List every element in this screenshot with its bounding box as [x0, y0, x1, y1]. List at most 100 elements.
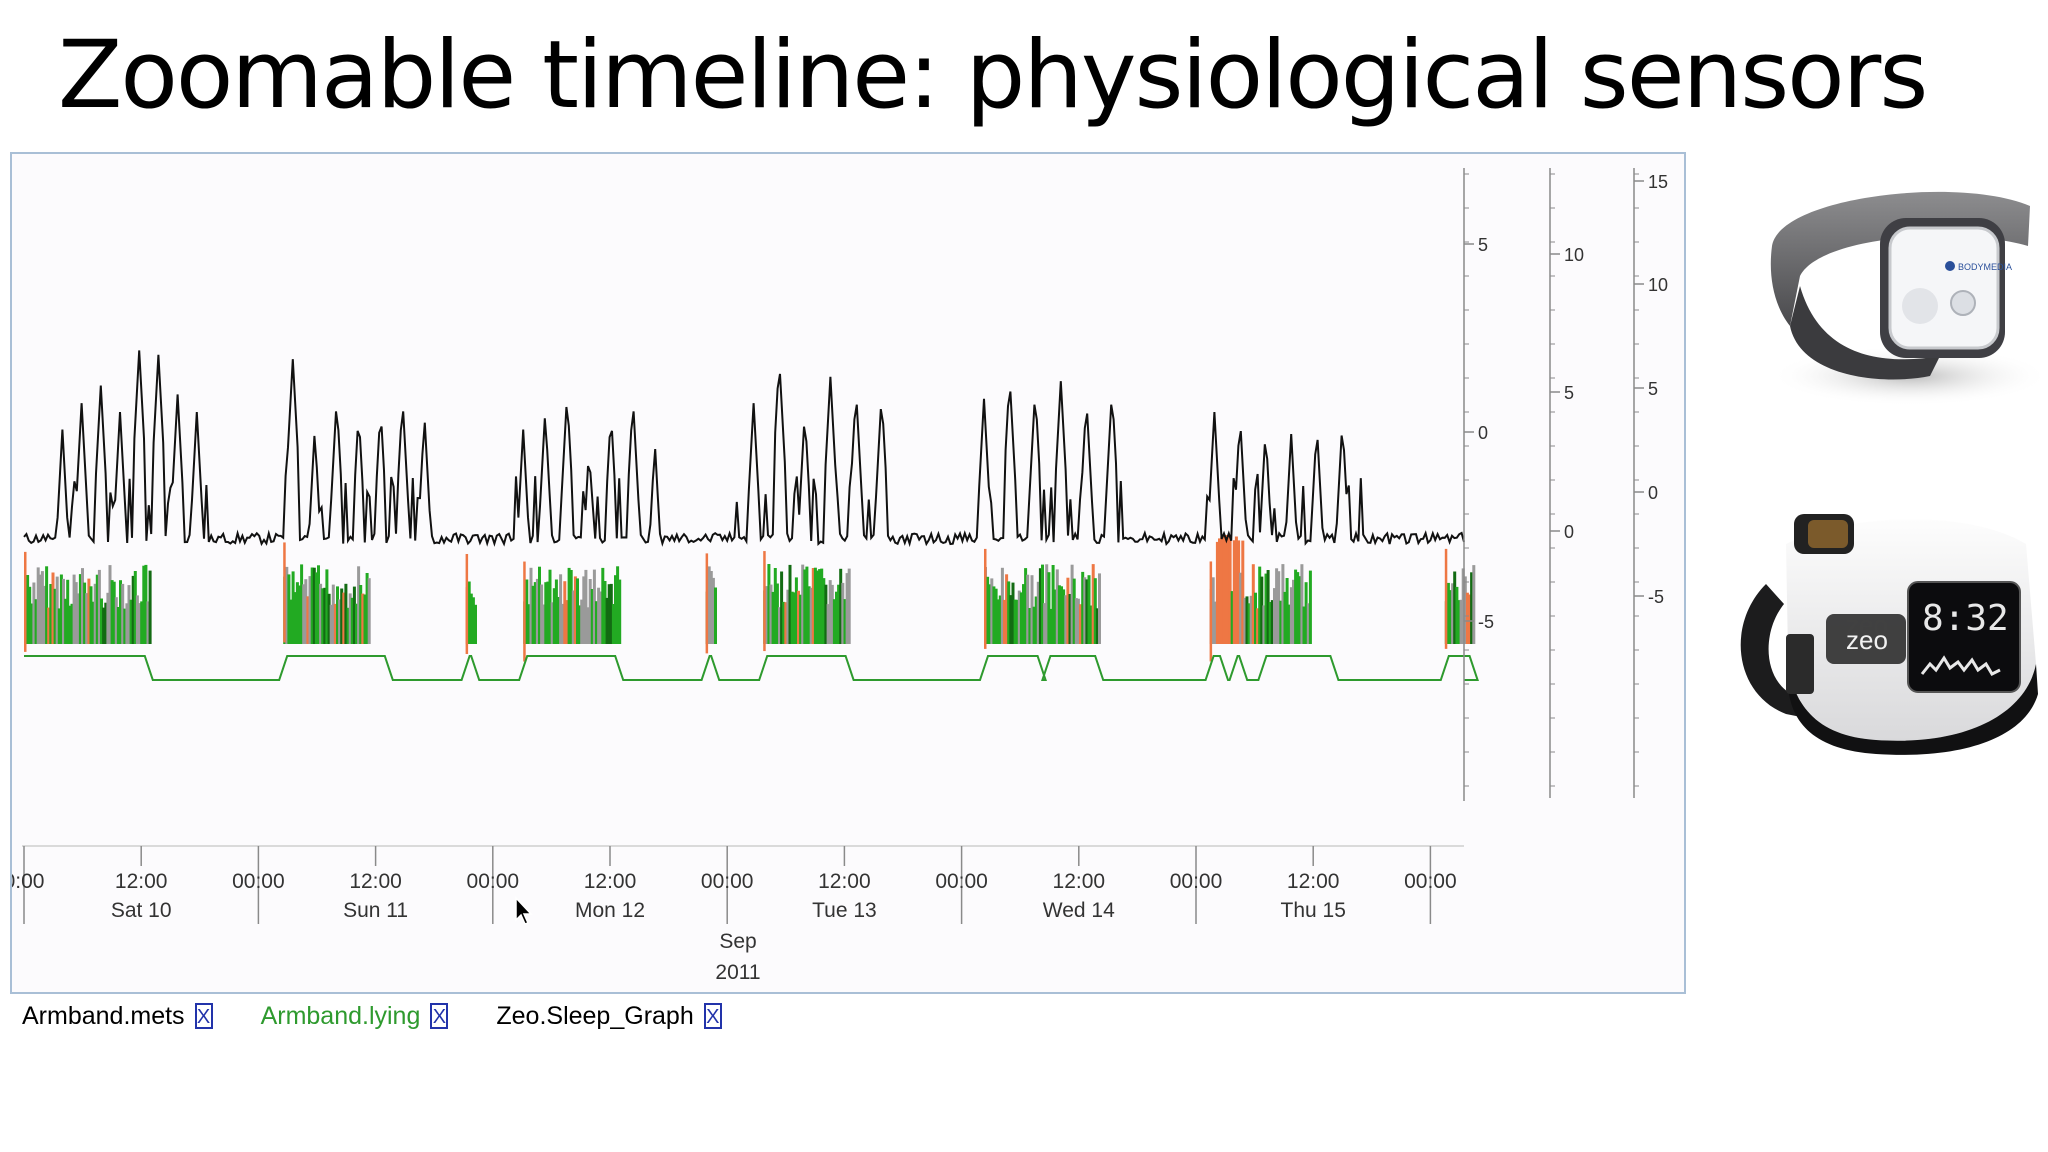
sleep-bar [74, 582, 78, 644]
sleep-bar [571, 590, 575, 644]
sleep-bar [1292, 579, 1295, 644]
sleep-bar [601, 567, 605, 644]
sleep-bar [538, 566, 541, 644]
sleep-bar [994, 588, 998, 644]
sleep-bar [348, 593, 352, 644]
sleep-bar [1017, 590, 1021, 644]
armband-brand: BODYMEDIA [1958, 262, 2012, 272]
sleep-bar [1218, 538, 1221, 644]
sleep-bar [338, 599, 342, 644]
sleep-bar [1005, 574, 1009, 644]
sleep-bar [809, 587, 813, 644]
sleep-bar [125, 603, 129, 644]
sleep-bar [64, 598, 68, 644]
sleep-bar [771, 591, 775, 644]
sleep-bar [609, 583, 613, 644]
x-axis-day-label: Thu 15 [1281, 899, 1346, 922]
sleep-bar [1053, 589, 1057, 644]
sleep-bar [1038, 568, 1042, 644]
sleep-bar [527, 604, 531, 644]
sleep-bar [1463, 576, 1467, 644]
sleep-bar [1083, 577, 1087, 644]
sleep-bar [1074, 598, 1078, 644]
sleep-bar [826, 604, 830, 644]
x-axis-day-label: Sat 10 [111, 899, 172, 922]
sleep-bar [336, 586, 339, 644]
sleep-bar [1213, 601, 1217, 644]
sleep-bar [1019, 592, 1023, 644]
sleep-bar [1287, 604, 1291, 644]
sleep-bar [548, 569, 552, 644]
sleep-bar [1222, 535, 1226, 644]
sleep-bar [138, 603, 141, 644]
y-axis-tick-label: 0 [1564, 522, 1574, 542]
sleep-bar [843, 599, 847, 644]
sleep-bar [1003, 599, 1006, 644]
sleep-bar [824, 584, 828, 644]
sleep-bar [1066, 577, 1070, 644]
sleep-bar [36, 567, 40, 644]
sleep-bar [998, 595, 1002, 644]
x-axis-time-label: 00:00 [467, 870, 520, 893]
sleep-bar [333, 603, 337, 644]
sleep-bar [293, 592, 297, 644]
sleep-bar [38, 574, 42, 644]
sleep-bar [66, 579, 70, 644]
armband-lying-line [24, 655, 1479, 681]
sleep-bar [1241, 540, 1245, 644]
sleep-bar [603, 581, 607, 644]
sleep-wake-marker [465, 553, 469, 654]
legend: Armband.mets X Armband.lying X Zeo.Sleep… [22, 996, 770, 1036]
close-icon[interactable]: X [194, 1003, 213, 1029]
sleep-bar [331, 584, 335, 644]
sleep-bar [1298, 576, 1302, 644]
sleep-bar [51, 572, 55, 644]
sleep-bar [988, 584, 992, 644]
x-axis-month-label: Sep [719, 930, 756, 953]
sleep-bar [1237, 540, 1241, 644]
sleep-bar [91, 601, 95, 644]
y-axis-tick-label: 0 [1648, 483, 1658, 503]
slide-title: Zoomable timeline: physiological sensors [58, 21, 1928, 130]
timeline-panel[interactable]: 5 0 -5 10 5 0 15 10 5 0 -5 0:00 12:00 Sat 10 00:00 12:… [10, 152, 1686, 994]
sleep-bar [81, 568, 84, 644]
sleep-bar [110, 580, 114, 644]
sleep-bar [68, 605, 72, 644]
legend-label: Armband.lying [260, 1001, 421, 1030]
close-icon[interactable]: X [703, 1003, 722, 1029]
sleep-bar [1028, 608, 1032, 644]
sleep-bar [352, 586, 356, 644]
sleep-bar [580, 599, 584, 644]
sleep-bar [40, 571, 44, 644]
sleep-bar [616, 566, 620, 644]
sleep-bar [597, 587, 601, 644]
sleep-bar [361, 593, 365, 644]
sleep-bar [557, 597, 560, 644]
sleep-bar [30, 603, 34, 644]
sleep-bar [990, 578, 994, 644]
sleep-bar [119, 580, 122, 644]
sleep-bar [590, 589, 594, 644]
sleep-bar [1283, 591, 1287, 644]
sleep-bar [1306, 603, 1310, 644]
sleep-bar [586, 607, 590, 644]
x-axis-time-label: 00:00 [1404, 870, 1457, 893]
sleep-bar [291, 571, 295, 644]
sleep-bar [123, 608, 127, 644]
close-icon[interactable]: X [430, 1003, 449, 1029]
timeline-chart[interactable]: 5 0 -5 10 5 0 15 10 5 0 -5 0:00 12:00 Sat 10 00:00 12:… [12, 154, 1684, 992]
sleep-bar [1470, 572, 1474, 644]
sleep-wake-marker [24, 551, 27, 652]
sleep-bar [559, 574, 563, 644]
sleep-bar [76, 593, 80, 644]
sleep-bar [1275, 568, 1279, 644]
sleep-bar [1081, 571, 1085, 644]
sleep-bar [540, 584, 544, 644]
sleep-bar [121, 583, 125, 644]
sleep-bar [1243, 597, 1247, 644]
sleep-bar [78, 574, 82, 644]
sleep-bar [1251, 564, 1255, 644]
y-axis-tick-label: 10 [1564, 245, 1584, 265]
sleep-bar [1472, 565, 1476, 644]
sleep-bar [131, 575, 135, 644]
